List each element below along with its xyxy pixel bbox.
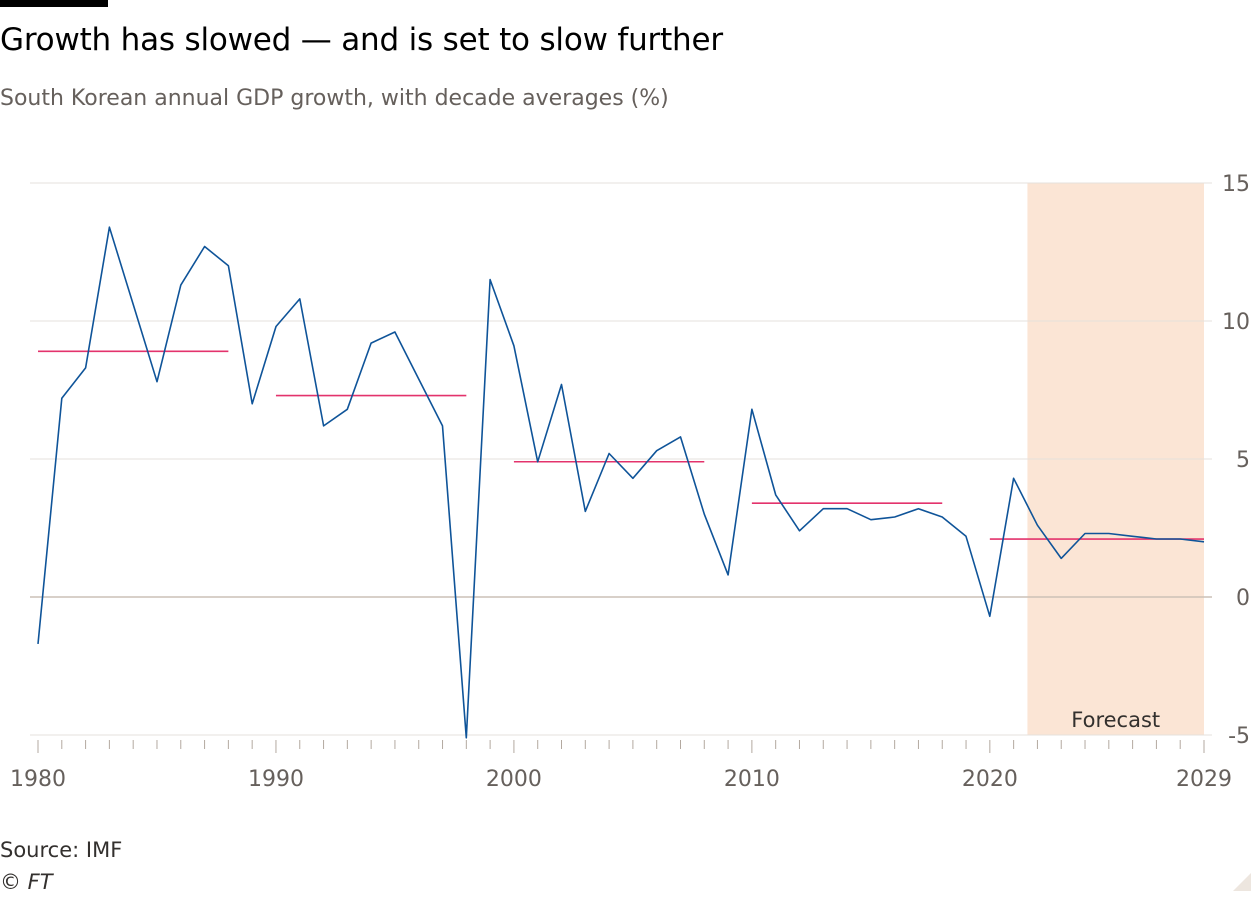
data-point	[465, 737, 467, 739]
data-point	[846, 508, 848, 510]
data-point	[1179, 538, 1181, 540]
data-point	[275, 326, 277, 328]
data-point	[679, 436, 681, 438]
data-point	[703, 513, 705, 515]
data-point	[1132, 535, 1134, 537]
chart-title: Growth has slowed — and is set to slow f…	[0, 22, 723, 58]
y-tick-label: -5	[1228, 724, 1250, 749]
data-point	[1036, 524, 1038, 526]
data-point	[132, 303, 134, 305]
x-tick-label: 1980	[10, 767, 66, 792]
y-tick-label: 5	[1236, 448, 1250, 473]
y-tick-label: 15	[1222, 172, 1250, 197]
y-tick-label: 10	[1222, 310, 1250, 335]
x-axis-ticks	[37, 740, 1205, 753]
data-point	[204, 245, 206, 247]
chart-area: Forecast 15 10 5 0 -5 1980 1990 2000 2010 2020 202…	[10, 172, 1250, 792]
data-point	[346, 408, 348, 410]
data-point	[822, 508, 824, 510]
source-note: Source: IMF	[0, 838, 123, 862]
data-point	[584, 510, 586, 512]
data-point	[965, 535, 967, 537]
data-point	[1060, 557, 1062, 559]
data-point	[775, 494, 777, 496]
data-point	[513, 345, 515, 347]
data-point	[941, 516, 943, 518]
data-point	[727, 574, 729, 576]
data-point	[227, 265, 229, 267]
axis-labels: 15 10 5 0 -5 1980 1990 2000 2010 2020 2029	[10, 172, 1250, 792]
data-point	[323, 425, 325, 427]
data-point	[489, 279, 491, 281]
data-point	[61, 397, 63, 399]
x-tick-label: 1990	[248, 767, 304, 792]
data-point	[37, 643, 39, 645]
data-point	[751, 408, 753, 410]
data-point	[917, 508, 919, 510]
chart-subtitle: South Korean annual GDP growth, with dec…	[0, 86, 669, 111]
data-point	[156, 381, 158, 383]
forecast-label: Forecast	[1071, 708, 1160, 732]
y-tick-label: 0	[1236, 586, 1250, 611]
x-tick-label: 2029	[1176, 767, 1232, 792]
data-point	[180, 284, 182, 286]
decade-average-lines	[38, 350, 1204, 540]
data-point	[442, 425, 444, 427]
data-point	[656, 450, 658, 452]
x-tick-label: 2020	[962, 767, 1018, 792]
data-point	[85, 367, 87, 369]
data-point	[1084, 533, 1086, 535]
data-point	[251, 403, 253, 405]
data-point	[394, 331, 396, 333]
gridlines	[30, 182, 1212, 736]
corner-mark	[1233, 873, 1251, 891]
data-point	[870, 519, 872, 521]
data-point	[1155, 538, 1157, 540]
data-point	[1108, 533, 1110, 535]
data-point	[798, 530, 800, 532]
top-rule	[0, 0, 108, 7]
data-point	[632, 477, 634, 479]
x-tick-label: 2000	[486, 767, 542, 792]
x-tick-label: 2010	[724, 767, 780, 792]
data-point	[108, 226, 110, 228]
data-point	[299, 298, 301, 300]
data-point	[1013, 477, 1015, 479]
data-point	[1203, 541, 1205, 543]
series-line-0	[37, 226, 1205, 739]
data-point	[418, 378, 420, 380]
data-point	[370, 342, 372, 344]
copyright-note: © FT	[0, 870, 53, 894]
data-point	[989, 615, 991, 617]
data-point	[537, 461, 539, 463]
data-point	[608, 452, 610, 454]
gdp-growth-series	[37, 226, 1205, 739]
data-point	[561, 383, 563, 385]
data-point	[894, 516, 896, 518]
